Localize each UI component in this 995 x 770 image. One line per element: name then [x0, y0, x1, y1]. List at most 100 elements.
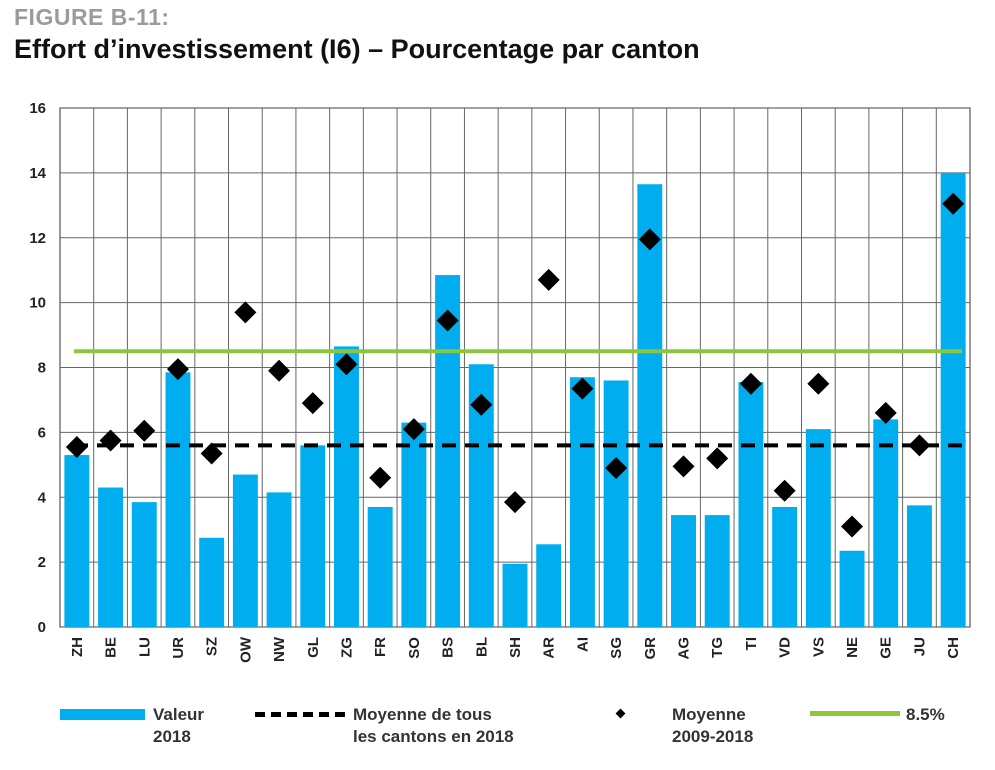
bar-ai — [569, 377, 595, 627]
marker-gr — [638, 228, 661, 251]
figure-label: FIGURE B-11: — [14, 4, 170, 30]
bar-vs — [805, 429, 831, 627]
x-tick-label: SZ — [204, 637, 221, 656]
x-tick-label: UR — [170, 637, 187, 659]
x-tick-label: SG — [608, 637, 625, 659]
y-tick-label: 2 — [38, 554, 46, 571]
bar-zg — [334, 346, 359, 627]
marker-sz — [200, 442, 223, 465]
x-tick-label: BS — [440, 637, 457, 658]
marker-ar — [537, 268, 560, 291]
marker-ti — [739, 372, 762, 395]
legend-diamond-icon — [615, 708, 626, 719]
marker-nw — [268, 359, 291, 382]
marker-fr — [369, 466, 392, 489]
x-tick-label: SH — [507, 637, 524, 658]
y-tick-label: 6 — [38, 424, 46, 441]
x-tick-label: TI — [743, 637, 760, 650]
bar-sz — [199, 537, 225, 627]
legend-bar-label: Valeur 2018 — [153, 705, 205, 746]
marker-gl — [301, 392, 324, 415]
legend-dash-label: Moyenne de tous les cantons en 2018 — [353, 705, 514, 746]
marker-bs — [436, 309, 459, 332]
x-tick-label: BE — [103, 637, 120, 658]
bar-lu — [131, 502, 157, 627]
marker-tg — [706, 447, 729, 470]
bar-nw — [266, 492, 292, 627]
x-tick-label: OW — [237, 636, 254, 663]
bar-gr — [637, 184, 663, 627]
bar-fr — [367, 506, 393, 627]
y-tick-label: 0 — [38, 619, 46, 636]
bar-ti — [738, 382, 764, 627]
marker-ch — [942, 192, 965, 215]
bar-be — [98, 487, 124, 627]
marker-be — [99, 429, 122, 452]
legend-green-label: 8.5% — [906, 705, 945, 724]
bar-ur — [165, 372, 191, 627]
bar-vd — [772, 506, 798, 627]
x-tick-label: SO — [406, 637, 423, 659]
bar-ow — [232, 474, 258, 627]
x-tick-label: VD — [777, 637, 794, 658]
bar-ge — [873, 419, 899, 627]
y-tick-label: 14 — [29, 165, 46, 182]
legend-dash-swatch — [255, 712, 345, 717]
x-tick-label: AG — [676, 637, 693, 660]
chart-title: Effort d’investissement (I6) – Pourcenta… — [14, 34, 700, 64]
x-tick-label: NE — [844, 637, 861, 658]
legend-diamond-label: Moyenne 2009-2018 — [672, 705, 754, 746]
marker-ur — [166, 358, 189, 381]
marker-zg — [335, 353, 358, 376]
bar-sh — [502, 563, 528, 627]
bar-ju — [906, 505, 932, 627]
bar-zh — [64, 455, 90, 627]
x-tick-label: AR — [541, 637, 558, 659]
y-tick-label: 16 — [29, 100, 46, 117]
marker-ge — [874, 401, 897, 424]
x-tick-label: VS — [810, 637, 827, 657]
x-tick-label: LU — [136, 637, 153, 657]
x-tick-label: AI — [574, 637, 591, 652]
x-tick-label: NW — [271, 636, 288, 662]
y-tick-label: 4 — [38, 489, 47, 506]
marker-so — [402, 418, 425, 441]
bar-ar — [536, 544, 562, 627]
marker-ag — [672, 455, 695, 478]
x-tick-label: ZG — [338, 637, 355, 658]
legend-bar-swatch — [60, 709, 145, 720]
legend-green-swatch — [810, 711, 900, 716]
x-tick-label: BL — [473, 637, 490, 657]
x-tick-label: FR — [372, 637, 389, 657]
chart: 0 2 4 6 8 10 12 14 16 ZH BE LU UR SZ OW NW GL ZG FR SO BS BL S… — [29, 100, 971, 663]
marker-sh — [504, 491, 526, 514]
x-tick-label: ZH — [69, 637, 86, 657]
marker-vs — [807, 372, 830, 395]
marker-ne — [841, 515, 864, 538]
marker-lu — [133, 419, 156, 442]
bar-bs — [435, 275, 461, 627]
x-tick-label: GE — [878, 637, 895, 659]
bar-ne — [839, 550, 865, 627]
marker-zh — [65, 435, 88, 458]
x-tick-label: GR — [642, 637, 659, 660]
bar-ch — [940, 172, 966, 627]
bar-tg — [704, 515, 730, 627]
x-tick-label: JU — [911, 637, 928, 656]
bar-so — [401, 422, 427, 627]
y-tick-label: 12 — [29, 230, 46, 247]
marker-bl — [470, 393, 493, 416]
y-tick-label: 8 — [38, 360, 46, 377]
marker-ow — [234, 301, 257, 324]
marker-sg — [605, 457, 628, 480]
marker-ju — [908, 434, 931, 457]
y-tick-label: 10 — [29, 295, 46, 312]
x-tick-label: TG — [709, 637, 726, 658]
x-tick-label: GL — [305, 637, 322, 658]
marker-vd — [773, 479, 796, 502]
bar-sg — [603, 380, 629, 627]
bar-ag — [671, 515, 696, 627]
x-tick-label: CH — [945, 637, 962, 659]
bar-gl — [300, 445, 326, 627]
marker-ai — [571, 377, 594, 400]
